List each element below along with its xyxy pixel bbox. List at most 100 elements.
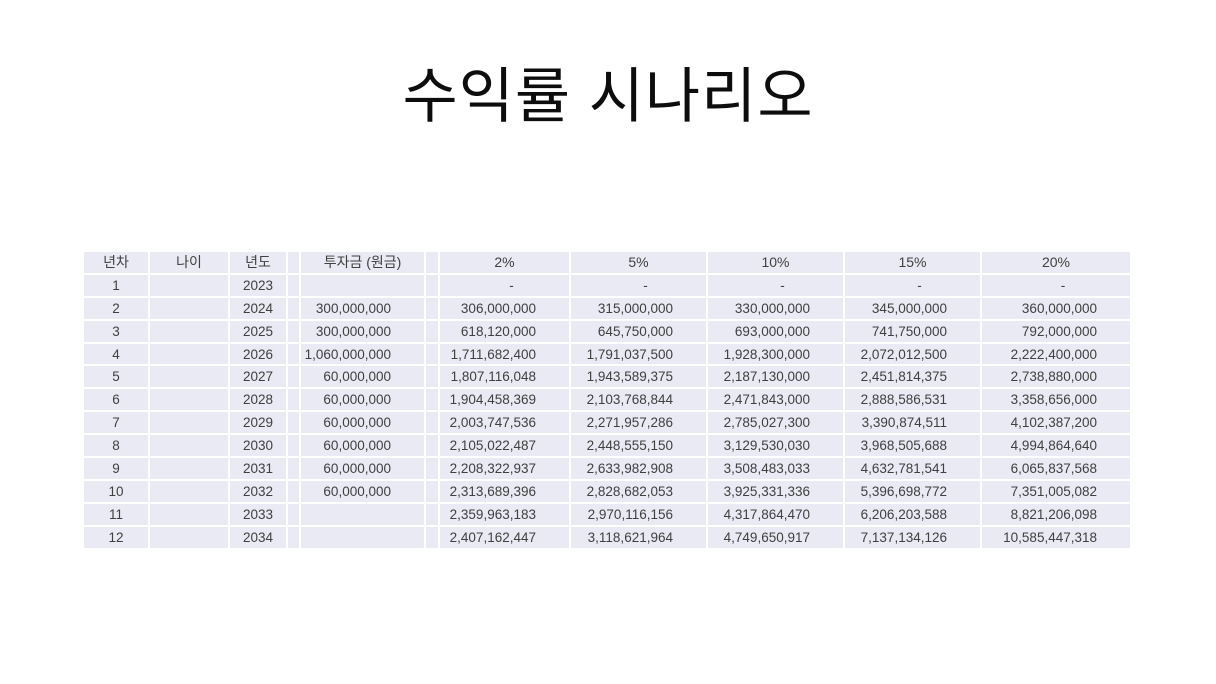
table-cell: 3,508,483,033: [708, 458, 843, 479]
header-cell: 년차: [84, 252, 148, 273]
table-cell: [150, 297, 228, 319]
table-cell: 8,821,206,098: [982, 503, 1130, 525]
table-cell: 7: [84, 412, 148, 434]
table-cell: 2026: [230, 343, 286, 365]
table-cell: 2,633,982,908: [571, 458, 706, 479]
table-cell: 3,968,505,688: [845, 435, 980, 457]
table-cell: 2025: [230, 320, 286, 342]
header-cell: 20%: [982, 252, 1130, 273]
table-cell: 7,137,134,126: [845, 526, 980, 548]
table-cell: 2023: [230, 274, 286, 296]
header-cell: 5%: [571, 252, 706, 273]
table-cell: 741,750,000: [845, 320, 980, 342]
spacer-cell: [426, 274, 438, 296]
spacer-cell: [426, 412, 438, 434]
page-title: 수익률 시나리오: [402, 63, 814, 130]
spacer-cell: [426, 480, 438, 502]
table-cell: [150, 412, 228, 434]
table-cell: 2032: [230, 480, 286, 502]
table-cell: [150, 320, 228, 342]
spacer-cell: [288, 435, 299, 457]
header-cell: 투자금 (원금): [301, 252, 424, 273]
spacer-cell: [426, 320, 438, 342]
table-cell: [150, 526, 228, 548]
table-cell: 4: [84, 343, 148, 365]
spacer-cell: [288, 503, 299, 525]
table-cell: 60,000,000: [301, 389, 424, 411]
table-cell: 2,313,689,396: [440, 480, 569, 502]
table-cell: [301, 274, 424, 296]
table-cell: 5: [84, 366, 148, 388]
table-cell: 2033: [230, 503, 286, 525]
table-cell: 3,129,530,030: [708, 435, 843, 457]
spacer-cell: [426, 366, 438, 388]
table-cell: 6: [84, 389, 148, 411]
header-spacer-cell: [288, 252, 299, 273]
table-cell: 6,206,203,588: [845, 503, 980, 525]
table-cell: 2,359,963,183: [440, 503, 569, 525]
spacer-cell: [426, 435, 438, 457]
table-cell: 10: [84, 480, 148, 502]
spacer-cell: [288, 458, 299, 479]
table-cell: -: [708, 274, 843, 296]
table-cell: 60,000,000: [301, 480, 424, 502]
table-cell: 4,749,650,917: [708, 526, 843, 548]
spacer-cell: [426, 503, 438, 525]
table-cell: 315,000,000: [571, 297, 706, 319]
table-cell: 60,000,000: [301, 435, 424, 457]
table-cell: -: [440, 274, 569, 296]
table-cell: 2030: [230, 435, 286, 457]
table-cell: 345,000,000: [845, 297, 980, 319]
table-cell: 5,396,698,772: [845, 480, 980, 502]
table-cell: 2027: [230, 366, 286, 388]
table-cell: 2,407,162,447: [440, 526, 569, 548]
table-cell: 2: [84, 297, 148, 319]
table-cell: 4,102,387,200: [982, 412, 1130, 434]
spacer-cell: [288, 480, 299, 502]
table-cell: -: [845, 274, 980, 296]
table-cell: 8: [84, 435, 148, 457]
table-cell: 60,000,000: [301, 366, 424, 388]
header-cell: 15%: [845, 252, 980, 273]
table-cell: 4,994,864,640: [982, 435, 1130, 457]
table-cell: 2,970,116,156: [571, 503, 706, 525]
table-cell: 1: [84, 274, 148, 296]
table-cell: [150, 389, 228, 411]
table-cell: 300,000,000: [301, 320, 424, 342]
spacer-cell: [288, 389, 299, 411]
table-cell: 2,448,555,150: [571, 435, 706, 457]
table-cell: 1,943,589,375: [571, 366, 706, 388]
table-cell: 645,750,000: [571, 320, 706, 342]
table-cell: 2,451,814,375: [845, 366, 980, 388]
table-cell: 11: [84, 503, 148, 525]
table-cell: 12: [84, 526, 148, 548]
table-cell: 2,208,322,937: [440, 458, 569, 479]
table-cell: 2034: [230, 526, 286, 548]
table-cell: 3,925,331,336: [708, 480, 843, 502]
table-cell: 2,222,400,000: [982, 343, 1130, 365]
table-cell: [150, 435, 228, 457]
table-cell: [150, 274, 228, 296]
table-cell: 360,000,000: [982, 297, 1130, 319]
table-cell: 1,807,116,048: [440, 366, 569, 388]
table-cell: 7,351,005,082: [982, 480, 1130, 502]
table-cell: 10,585,447,318: [982, 526, 1130, 548]
table-cell: [150, 480, 228, 502]
table-cell: 2,888,586,531: [845, 389, 980, 411]
spacer-cell: [426, 343, 438, 365]
table-cell: 9: [84, 458, 148, 479]
spacer-cell: [288, 366, 299, 388]
table-cell: 792,000,000: [982, 320, 1130, 342]
table-cell: [301, 526, 424, 548]
table-cell: -: [982, 274, 1130, 296]
table-cell: 2029: [230, 412, 286, 434]
return-scenario-table: 년차 나이 년도 투자금 (원금) 2% 5% 10% 15% 20% 1 2023- - - - -2 20…: [84, 252, 1130, 548]
header-spacer-cell: [426, 252, 438, 273]
table-cell: 300,000,000: [301, 297, 424, 319]
table-cell: 2,271,957,286: [571, 412, 706, 434]
table-cell: 2,105,022,487: [440, 435, 569, 457]
spacer-cell: [288, 274, 299, 296]
table-cell: [150, 503, 228, 525]
table-cell: 4,632,781,541: [845, 458, 980, 479]
